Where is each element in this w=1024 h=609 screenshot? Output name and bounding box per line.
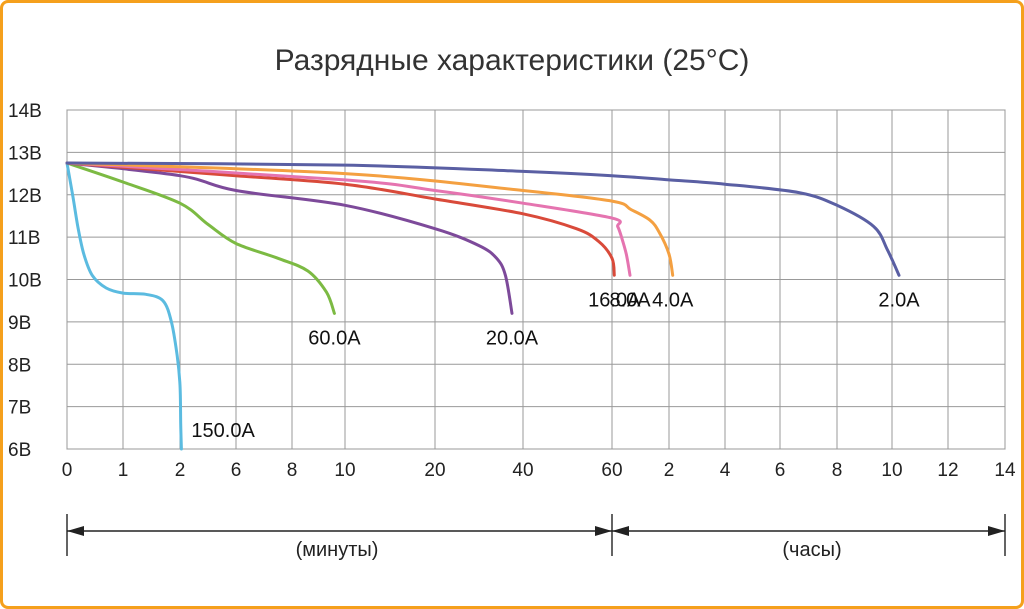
chart-title: Разрядные характеристики (25°C)	[275, 44, 750, 77]
series-line	[65, 161, 632, 277]
x-tick-label: 0	[62, 460, 73, 481]
y-axis-ticks: 6В 7В 8В 9В 10В 11В 12В 13В 14В	[8, 101, 42, 461]
y-tick-label: 6В	[8, 440, 31, 461]
series-label: 16.0A	[588, 289, 641, 311]
x-tick-label: 14	[994, 460, 1016, 481]
x-tick-label: 6	[775, 460, 786, 481]
x-tick-label: 2	[175, 460, 186, 481]
y-tick-label: 7В	[8, 398, 31, 419]
x-tick-label: 40	[512, 460, 533, 481]
minutes-unit-label: (минуты)	[296, 539, 379, 561]
y-tick-label: 8В	[8, 355, 31, 376]
x-tick-label: 10	[881, 460, 902, 481]
y-tick-label: 14В	[8, 101, 42, 122]
series-line	[65, 161, 901, 277]
series-label: 4.0A	[652, 289, 694, 311]
y-tick-label: 11В	[8, 228, 40, 249]
series-line	[65, 161, 616, 277]
y-tick-label: 13В	[8, 143, 42, 164]
x-tick-label: 60	[601, 460, 622, 481]
minutes-right-arrow	[595, 526, 612, 536]
hours-unit-label: (часы)	[782, 539, 841, 561]
x-tick-label: 2	[664, 460, 675, 481]
x-tick-label: 8	[287, 460, 298, 481]
x-axis-ticks: 0 1 2 6 8 10 20 40 60 2 4 6 8 10 12 14	[62, 460, 1016, 481]
series-line	[65, 161, 514, 315]
series-labels: 150.0A 60.0A 20.0A 16.0A8.0A 4.0A 2.0A	[191, 289, 920, 442]
series-line	[65, 161, 675, 277]
x-axis-units: (минуты) (часы)	[66, 514, 1006, 561]
series-label: 150.0A	[191, 420, 255, 442]
x-tick-label: 6	[231, 460, 242, 481]
series-label: 2.0A	[878, 289, 920, 311]
series-label: 8.0A	[609, 289, 651, 311]
x-tick-label: 12	[937, 460, 958, 481]
minutes-left-arrow	[67, 526, 84, 536]
series-line	[65, 161, 336, 315]
series-line	[65, 161, 183, 451]
grid	[66, 109, 1006, 450]
hours-left-arrow	[612, 526, 629, 536]
y-tick-label: 12В	[8, 186, 42, 207]
x-tick-label: 1	[118, 460, 129, 481]
series-label: 20.0A	[486, 327, 539, 349]
x-tick-label: 4	[720, 460, 731, 481]
series-label: 60.0A	[308, 327, 361, 349]
y-tick-label: 9В	[8, 313, 31, 334]
x-tick-label: 10	[334, 460, 355, 481]
hours-right-arrow	[988, 526, 1005, 536]
y-tick-label: 10В	[8, 271, 42, 292]
x-tick-label: 20	[424, 460, 445, 481]
x-tick-label: 8	[832, 460, 843, 481]
series-lines	[65, 161, 901, 451]
